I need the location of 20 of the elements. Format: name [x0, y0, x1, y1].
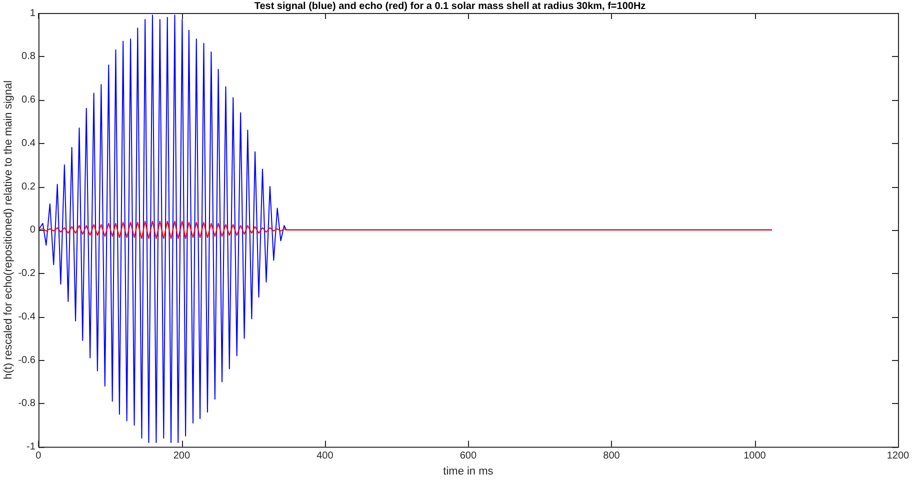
- x-tick-label: 200: [173, 450, 190, 462]
- y-tick-label: 0.6: [22, 94, 36, 106]
- y-tick-label: 0.4: [22, 138, 36, 149]
- x-tick-label: 1000: [744, 450, 766, 462]
- y-tick-label: -0.4: [18, 311, 36, 322]
- y-tick-label: -0.6: [18, 354, 36, 366]
- x-tick-label: 800: [603, 450, 620, 462]
- x-axis-title: time in ms: [443, 465, 494, 478]
- y-tick-label: 1: [30, 8, 36, 19]
- x-tick-label: 400: [316, 450, 334, 462]
- y-tick-label: 0.2: [22, 181, 36, 192]
- y-tick-label: -0.8: [18, 398, 36, 410]
- chart-title: Test signal (blue) and echo (red) for a 0.1 solar mass shell at radius 30km, f=100Hz: [254, 0, 646, 12]
- y-tick-label: 0.8: [22, 51, 36, 62]
- y-tick-label: -0.2: [18, 268, 36, 280]
- y-tick-label: -1: [26, 442, 36, 453]
- x-tick-label: 600: [460, 450, 477, 462]
- x-tick-label: 1200: [886, 450, 910, 462]
- y-tick-label: 0: [30, 224, 36, 236]
- y-axis-title: h(t) rescaled for echo(repositioned) relative to the main signal: [2, 80, 15, 380]
